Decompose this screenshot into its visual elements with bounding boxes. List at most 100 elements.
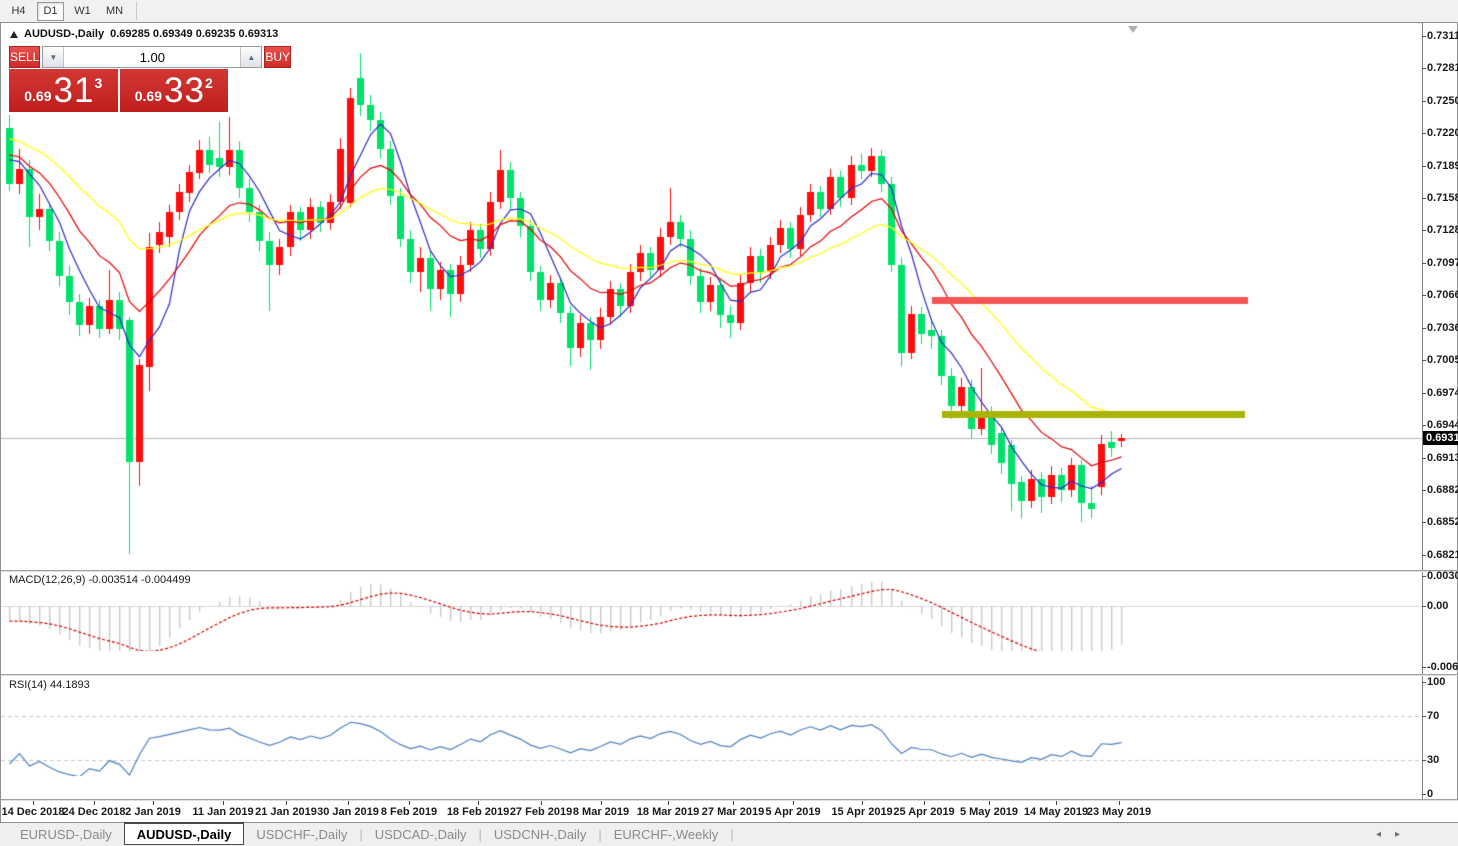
chart-ohlc-values: 0.69285 0.69349 0.69235 0.69313 — [110, 28, 279, 40]
tab-usdcnh-daily[interactable]: USDCNH-,Daily — [493, 827, 587, 842]
axis-tick — [1422, 392, 1426, 394]
chart-title: AUDUSD-,Daily 0.69285 0.69349 0.69235 0.… — [10, 28, 278, 40]
tab-scroll-buttons: ◂ ▸ — [1376, 829, 1400, 840]
axis-tick — [1422, 68, 1426, 70]
increase-volume-icon[interactable]: ▲ — [240, 47, 262, 67]
rsi-axis-label: 30 — [1427, 754, 1440, 767]
date-axis-label: 15 Apr 2019 — [831, 806, 893, 818]
chart-window: AUDUSD-,Daily 0.69285 0.69349 0.69235 0.… — [0, 23, 1458, 822]
axis-separator — [1422, 23, 1423, 822]
macd-window-separator[interactable] — [1, 570, 1458, 572]
date-tick — [733, 801, 734, 805]
macd-axis-label: -0.00631 — [1427, 661, 1458, 674]
axis-tick — [1422, 667, 1426, 669]
period-button-d1[interactable]: D1 — [37, 1, 64, 21]
sell-price-prefix: 0.69 — [24, 87, 52, 104]
sell-price-pips: 3 — [94, 75, 103, 91]
tab-divider: | — [478, 827, 482, 842]
date-axis-label: 5 Apr 2019 — [765, 806, 821, 818]
rsi-window-separator[interactable] — [1, 674, 1458, 676]
tab-divider: | — [598, 827, 602, 842]
axis-tick — [1422, 165, 1426, 167]
date-tick — [989, 801, 990, 805]
axis-tick — [1422, 262, 1426, 264]
macd-axis-label: 0.00 — [1427, 600, 1449, 612]
price-axis-label: 0.72505 — [1427, 94, 1458, 107]
rsi-indicator-label: RSI(14) 44.1893 — [9, 679, 90, 691]
macd-main-value: -0.003514 — [88, 574, 139, 586]
axis-tick — [1422, 36, 1426, 37]
price-axis-label: 0.73115 — [1427, 30, 1458, 42]
axis-tick — [1422, 295, 1426, 297]
date-axis-label: 23 May 2019 — [1086, 806, 1152, 818]
date-tick — [793, 801, 794, 805]
date-tick — [94, 801, 95, 805]
period-button-h4[interactable]: H4 — [11, 5, 26, 17]
date-tick — [541, 801, 542, 805]
tab-eurchf-weekly[interactable]: EURCHF-,Weekly — [613, 827, 719, 842]
volume-input[interactable] — [64, 47, 241, 67]
sell-button[interactable]: SELL — [9, 46, 41, 68]
date-tick — [1056, 801, 1057, 805]
chart-symbol-label: AUDUSD-,Daily — [24, 28, 105, 40]
tab-scroll-left-icon[interactable]: ◂ — [1375, 829, 1381, 840]
axis-tick — [1422, 606, 1426, 607]
date-tick — [668, 801, 669, 805]
date-axis-label: 24 Dec 2018 — [62, 806, 126, 818]
date-tick — [1119, 801, 1120, 805]
sell-price-box[interactable]: 0.69 31 3 — [9, 69, 118, 112]
tab-scroll-right-icon[interactable]: ▸ — [1394, 829, 1400, 840]
axis-tick — [1422, 760, 1426, 762]
price-chart-canvas[interactable] — [1, 23, 1422, 822]
date-tick — [601, 801, 602, 805]
date-axis-label: 25 Apr 2019 — [893, 806, 955, 818]
axis-tick — [1422, 457, 1426, 459]
price-axis-label: 0.70665 — [1427, 289, 1458, 302]
rsi-value: 44.1893 — [49, 679, 90, 691]
period-button-w1[interactable]: W1 — [74, 5, 91, 17]
current-price-tag: 0.69313 — [1423, 431, 1458, 446]
rsi-axis-label: 0 — [1427, 788, 1434, 800]
date-axis-label: 8 Mar 2019 — [572, 806, 630, 818]
tab-eurusd-daily[interactable]: EURUSD-,Daily — [20, 827, 112, 842]
tab-audusd-daily[interactable]: AUDUSD-,Daily — [123, 822, 245, 845]
date-axis-label: 8 Feb 2019 — [380, 806, 438, 818]
axis-tick — [1422, 682, 1426, 683]
date-tick — [862, 801, 863, 805]
tab-divider: | — [359, 827, 363, 842]
axis-tick — [1422, 576, 1426, 578]
tab-usdchf-daily[interactable]: USDCHF-,Daily — [256, 827, 348, 842]
sell-price-big: 31 — [53, 70, 95, 110]
tab-usdcad-daily[interactable]: USDCAD-,Daily — [374, 827, 467, 842]
date-axis-label: 2 Jan 2019 — [125, 806, 181, 818]
date-axis-label: 18 Mar 2019 — [636, 806, 700, 818]
chart-shift-marker-icon[interactable] — [1128, 26, 1138, 33]
buy-price-box[interactable]: 0.69 33 2 — [119, 69, 228, 112]
tab-divider: | — [730, 827, 734, 842]
date-axis-label: 18 Feb 2019 — [446, 806, 510, 818]
period-toolbar: H4 D1 W1 MN — [0, 0, 1458, 23]
toolbar-divider — [136, 2, 137, 20]
date-axis: 14 Dec 2018 24 Dec 2018 2 Jan 2019 11 Jan 2… — [1, 801, 1458, 822]
symbol-tab-bar: EURUSD-,Daily AUDUSD-,Daily USDCHF-,Dail… — [0, 822, 1458, 846]
decrease-volume-icon[interactable]: ▼ — [43, 47, 65, 67]
macd-indicator-label: MACD(12,26,9) -0.003514 -0.004499 — [9, 574, 191, 586]
price-axis-label: 0.68825 — [1427, 483, 1458, 496]
axis-tick — [1422, 100, 1426, 102]
period-button-mn[interactable]: MN — [105, 5, 124, 17]
price-axis-label: 0.71585 — [1427, 191, 1458, 204]
trade-panel-toggle-icon[interactable] — [10, 30, 18, 38]
buy-button[interactable]: BUY — [264, 46, 292, 68]
date-axis-label: 27 Mar 2019 — [701, 806, 765, 818]
date-tick — [153, 801, 154, 805]
one-click-trading-panel: SELL ▼ ▲ BUY 0.69 31 3 0.69 33 2 — [9, 46, 292, 112]
